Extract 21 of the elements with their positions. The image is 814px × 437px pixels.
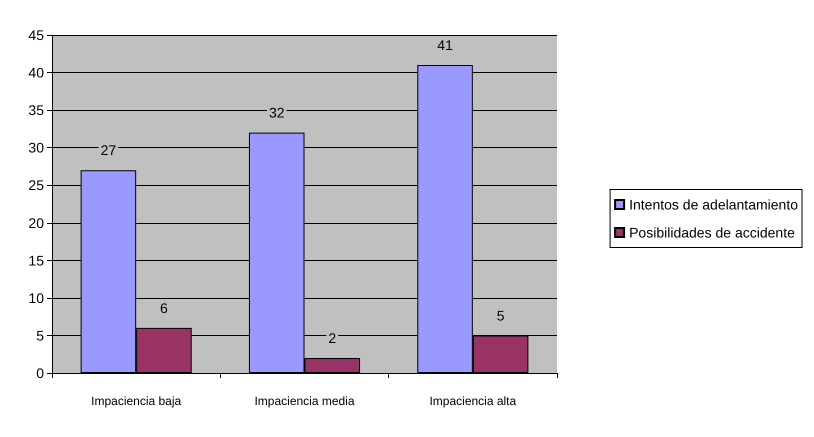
y-tick-label: 5 bbox=[36, 327, 44, 344]
x-tick-label: Impaciencia alta bbox=[429, 394, 517, 408]
y-tick-label: 15 bbox=[28, 252, 44, 268]
legend-label: Intentos de adelantamiento bbox=[629, 196, 798, 212]
data-label: 27 bbox=[100, 142, 116, 158]
x-tick-label: Impaciencia media bbox=[254, 394, 355, 408]
data-label: 32 bbox=[268, 104, 285, 121]
y-tick-label: 30 bbox=[28, 140, 44, 156]
y-tick-label: 0 bbox=[36, 365, 44, 381]
data-label: 2 bbox=[328, 330, 336, 346]
data-label: 5 bbox=[496, 307, 505, 324]
x-tick-label: Impaciencia baja bbox=[91, 394, 182, 408]
y-tick-label: 35 bbox=[28, 102, 44, 118]
data-label: 6 bbox=[160, 300, 168, 316]
y-tick-label: 10 bbox=[28, 290, 44, 306]
y-tick-label: 45 bbox=[28, 27, 44, 43]
y-tick-label: 20 bbox=[28, 214, 44, 231]
legend-label: Posibilidades de accidente bbox=[629, 224, 796, 240]
y-tick-label: 25 bbox=[28, 177, 44, 194]
y-tick-label: 40 bbox=[28, 64, 44, 81]
data-label: 41 bbox=[437, 37, 454, 54]
